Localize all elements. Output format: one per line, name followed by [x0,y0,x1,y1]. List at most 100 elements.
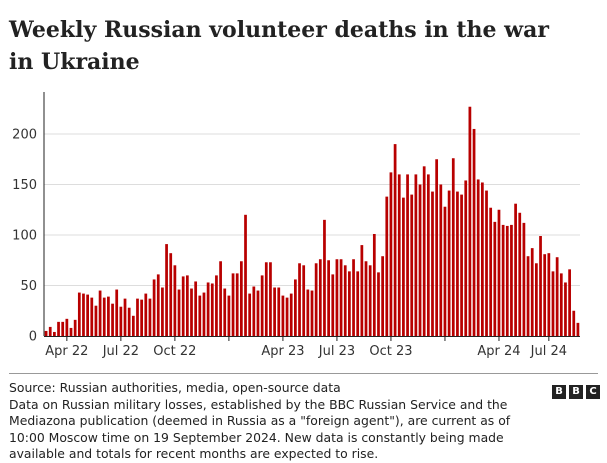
bar [136,298,139,336]
bar [161,287,164,336]
bar [123,298,127,336]
bar [177,289,181,336]
bar [252,286,256,336]
bar [422,166,426,336]
bar [165,244,168,336]
bar [418,184,422,336]
bar [169,253,173,336]
y-tick-label: 50 [20,279,37,294]
bar [559,273,563,336]
source-text: Source: Russian authorities, media, open… [9,380,341,395]
bar [372,233,376,336]
bar [302,265,306,336]
bar [564,282,567,336]
bar [61,321,65,336]
bar [497,209,501,336]
bar [539,236,542,336]
bar [69,327,73,336]
bar [514,203,517,336]
bar [547,253,551,336]
bar [327,260,330,336]
bar [439,184,443,336]
bar [535,263,538,336]
x-tick-label: Oct 23 [369,344,412,359]
bar [235,273,239,336]
x-tick-label: Apr 24 [477,344,520,359]
bar [269,262,272,336]
y-tick-label: 100 [12,229,37,244]
bar [227,295,231,336]
bar [543,254,547,336]
bar [119,306,123,336]
bar [451,158,455,336]
bar [381,256,384,336]
bar [568,269,571,336]
bar [406,174,409,336]
bar [131,315,135,336]
bar [289,293,293,336]
bar [57,321,60,336]
bar [476,179,480,336]
bar [431,191,434,336]
x-tick-label: Oct 22 [153,344,196,359]
bar [493,221,497,336]
bar [148,298,152,336]
bar [77,292,81,336]
bar [256,290,260,336]
bar [144,293,148,336]
bar [335,259,339,336]
bar [239,261,243,336]
bar [115,289,119,336]
y-tick-label: 0 [29,330,37,345]
bar [152,279,156,336]
bar [223,288,227,336]
bar [368,265,372,336]
bar [173,265,177,336]
bar [518,212,522,336]
bar [576,322,580,336]
bar [310,290,314,336]
bar [73,319,77,336]
bbc-logo-letter: B [552,385,566,399]
bar [510,224,513,336]
bar [447,190,451,336]
bar [480,182,484,336]
bbc-logo-letter: C [586,385,600,399]
bar [414,174,418,336]
bar [314,263,318,336]
bar [231,273,235,336]
bar [339,259,343,336]
bar [248,293,252,336]
bar [356,271,360,336]
bar [264,262,268,336]
bar [53,331,56,336]
bar [181,276,185,336]
bar [65,318,69,336]
bar [82,293,85,336]
bar [393,144,397,336]
bar [185,275,189,336]
bar [460,194,463,336]
bar [194,281,198,336]
bar [215,275,218,336]
bar [285,297,289,336]
bar [426,174,430,336]
bar [485,190,488,336]
footer: Source: Russian authorities, media, open… [9,380,539,463]
bar [111,303,114,336]
y-tick-label: 200 [12,128,37,143]
bar [501,224,505,336]
bar [294,279,297,336]
x-tick-label: Apr 23 [261,344,304,359]
bar [377,272,380,336]
bar [140,299,144,336]
bar [298,263,301,336]
bar [44,330,48,336]
bar [198,295,202,336]
bar [277,287,281,336]
bar [360,245,364,336]
y-tick-label: 150 [12,178,37,193]
bar [443,206,447,336]
bar-chart: 0 50 100 150 200 Apr 22 Jul 22 Oct 22 Apr 23 Jul … [12,92,580,359]
bar [522,222,526,336]
